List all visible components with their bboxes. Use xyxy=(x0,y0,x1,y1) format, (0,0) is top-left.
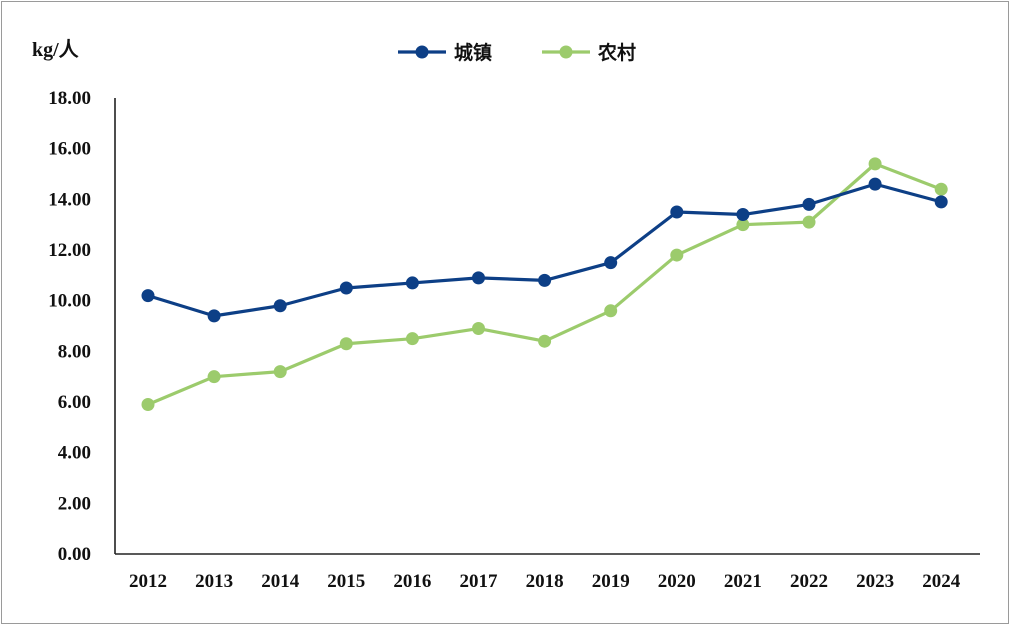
x-tick-label: 2020 xyxy=(658,571,696,592)
data-point xyxy=(736,208,750,222)
data-point xyxy=(604,304,618,318)
x-tick-labels: 2012 2013 2014 2015 2016 2017 2018 2019 2020 2021… xyxy=(129,571,961,592)
data-point xyxy=(339,337,353,351)
series-rural xyxy=(141,157,948,412)
x-tick-label: 2024 xyxy=(922,571,961,592)
data-point xyxy=(472,271,485,285)
y-tick-label: 18.00 xyxy=(48,88,91,109)
data-point xyxy=(141,289,155,303)
data-point xyxy=(405,332,419,346)
data-point xyxy=(802,215,816,229)
legend-swatch-marker xyxy=(559,45,573,59)
y-axis-unit: kg/人 xyxy=(32,38,80,61)
data-point xyxy=(273,365,287,379)
y-tick-label: 10.00 xyxy=(48,291,91,312)
data-point xyxy=(538,273,552,287)
y-tick-label: 2.00 xyxy=(58,493,91,514)
data-point xyxy=(141,398,155,412)
data-point xyxy=(472,322,485,336)
x-tick-label: 2017 xyxy=(460,571,499,592)
data-point xyxy=(934,195,948,209)
legend-item-rural: 农村 xyxy=(542,41,636,64)
y-tick-label: 12.00 xyxy=(48,240,91,261)
data-point xyxy=(670,248,684,262)
legend-swatch-marker xyxy=(415,45,429,59)
legend-label: 农村 xyxy=(597,41,636,64)
x-tick-label: 2019 xyxy=(592,571,630,592)
data-point xyxy=(868,157,882,171)
legend-label: 城镇 xyxy=(454,41,492,64)
x-tick-label: 2013 xyxy=(195,571,233,592)
y-tick-label: 6.00 xyxy=(58,392,91,413)
x-tick-label: 2022 xyxy=(790,571,828,592)
data-point xyxy=(604,256,618,270)
data-point xyxy=(538,334,552,348)
axes xyxy=(114,98,980,555)
x-tick-label: 2012 xyxy=(129,571,167,592)
data-point xyxy=(273,299,287,313)
x-tick-label: 2014 xyxy=(261,571,300,592)
x-tick-label: 2018 xyxy=(526,571,564,592)
data-point xyxy=(207,309,221,323)
y-tick-label: 16.00 xyxy=(48,139,91,160)
data-point xyxy=(934,182,948,196)
x-tick-label: 2023 xyxy=(856,571,894,592)
x-tick-label: 2016 xyxy=(393,571,431,592)
x-tick-label: 2015 xyxy=(327,571,365,592)
y-tick-label: 0.00 xyxy=(58,544,91,565)
y-tick-labels: 0.00 2.00 4.00 6.00 8.00 10.00 12.00 14.00 16.00… xyxy=(48,88,91,565)
data-point xyxy=(802,197,816,211)
legend-item-urban: 城镇 xyxy=(398,41,492,64)
legend: 城镇 农村 xyxy=(398,41,636,64)
series-line xyxy=(147,182,942,318)
series-urban xyxy=(141,177,948,323)
data-point xyxy=(670,205,684,219)
y-tick-label: 4.00 xyxy=(58,443,91,464)
data-point xyxy=(339,281,353,295)
data-point xyxy=(736,218,750,232)
x-tick-label: 2021 xyxy=(724,571,762,592)
y-tick-label: 14.00 xyxy=(48,189,91,210)
y-tick-label: 8.00 xyxy=(58,341,91,362)
data-point xyxy=(207,370,221,384)
data-point xyxy=(405,276,419,290)
series-layer xyxy=(141,157,948,412)
data-point xyxy=(868,177,882,191)
